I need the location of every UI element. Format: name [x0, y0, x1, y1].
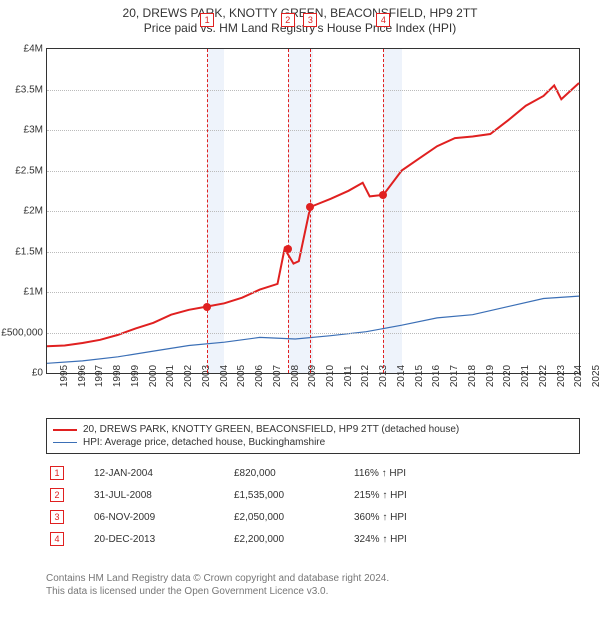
x-axis-label: 2001 [153, 365, 164, 387]
x-axis-label: 2019 [473, 365, 484, 387]
gridline-h [47, 171, 579, 172]
x-axis-label: 2012 [348, 365, 359, 387]
title-block: 20, DREWS PARK, KNOTTY GREEN, BEACONSFIE… [0, 0, 600, 36]
sales-table: 112-JAN-2004£820,000116% ↑ HPI231-JUL-20… [46, 462, 580, 550]
sales-row-date: 31-JUL-2008 [64, 490, 234, 501]
sales-row-pct: 324% ↑ HPI [354, 534, 514, 545]
sales-row-marker: 4 [50, 532, 64, 546]
legend-label: HPI: Average price, detached house, Buck… [83, 437, 325, 448]
y-axis-label: £500,000 [1, 327, 43, 338]
sale-marker-line [310, 49, 311, 373]
x-axis-label: 2006 [242, 365, 253, 387]
sales-row-pct: 360% ↑ HPI [354, 512, 514, 523]
sale-marker-line [207, 49, 208, 373]
sales-row-marker: 3 [50, 510, 64, 524]
x-axis-label: 2009 [295, 365, 306, 387]
chart-container: 20, DREWS PARK, KNOTTY GREEN, BEACONSFIE… [0, 0, 600, 620]
footer: Contains HM Land Registry data © Crown c… [46, 572, 580, 598]
title-line-2: Price paid vs. HM Land Registry's House … [0, 21, 600, 36]
sale-marker-dot [379, 191, 387, 199]
sales-row-pct: 215% ↑ HPI [354, 490, 514, 501]
x-axis-label: 2005 [224, 365, 235, 387]
sales-row: 231-JUL-2008£1,535,000215% ↑ HPI [46, 484, 580, 506]
sale-marker-box: 1 [200, 13, 214, 27]
x-axis-label: 2011 [331, 365, 342, 387]
x-axis-label: 2007 [260, 365, 271, 387]
x-axis-label: 2015 [402, 365, 413, 387]
sales-row: 112-JAN-2004£820,000116% ↑ HPI [46, 462, 580, 484]
sale-marker-dot [203, 303, 211, 311]
legend-swatch [53, 442, 77, 443]
y-axis-label: £3.5M [15, 84, 43, 95]
sale-marker-line [383, 49, 384, 373]
legend-swatch [53, 429, 77, 431]
sales-row-date: 20-DEC-2013 [64, 534, 234, 545]
sales-row-pct: 116% ↑ HPI [354, 468, 514, 479]
series-line-property [47, 83, 579, 346]
x-axis-label: 2022 [526, 365, 537, 387]
legend: 20, DREWS PARK, KNOTTY GREEN, BEACONSFIE… [46, 418, 580, 454]
sales-row: 306-NOV-2009£2,050,000360% ↑ HPI [46, 506, 580, 528]
series-line-hpi [47, 296, 579, 363]
x-axis-label: 1999 [118, 365, 129, 387]
title-line-1: 20, DREWS PARK, KNOTTY GREEN, BEACONSFIE… [0, 6, 600, 21]
x-axis-label: 1997 [82, 365, 93, 387]
sales-row-date: 12-JAN-2004 [64, 468, 234, 479]
sales-row: 420-DEC-2013£2,200,000324% ↑ HPI [46, 528, 580, 550]
gridline-h [47, 252, 579, 253]
x-axis-label: 2025 [579, 365, 590, 387]
chart-plot-area: £0£500,000£1M£1.5M£2M£2.5M£3M£3.5M£4M199… [46, 48, 580, 374]
sales-row-price: £2,050,000 [234, 512, 354, 523]
x-axis-label: 2020 [490, 365, 501, 387]
gridline-h [47, 90, 579, 91]
sales-row-price: £2,200,000 [234, 534, 354, 545]
x-axis-label: 1996 [65, 365, 76, 387]
gridline-h [47, 292, 579, 293]
x-axis-label: 2023 [544, 365, 555, 387]
sale-marker-box: 2 [281, 13, 295, 27]
x-axis-label: 2000 [136, 365, 147, 387]
x-axis-label: 2003 [189, 365, 200, 387]
y-axis-label: £1M [24, 287, 43, 298]
x-axis-label: 2017 [437, 365, 448, 387]
footer-line-1: Contains HM Land Registry data © Crown c… [46, 572, 580, 585]
sales-row-marker: 1 [50, 466, 64, 480]
legend-row: 20, DREWS PARK, KNOTTY GREEN, BEACONSFIE… [53, 423, 573, 436]
y-axis-label: £2M [24, 206, 43, 217]
y-axis-label: £1.5M [15, 246, 43, 257]
gridline-h [47, 333, 579, 334]
sale-marker-line [288, 49, 289, 373]
x-axis-label: 2018 [455, 365, 466, 387]
x-axis-label: 1998 [100, 365, 111, 387]
x-axis-label: 2002 [171, 365, 182, 387]
sale-marker-box: 3 [303, 13, 317, 27]
legend-label: 20, DREWS PARK, KNOTTY GREEN, BEACONSFIE… [83, 424, 459, 435]
x-axis-label: 2013 [366, 365, 377, 387]
sale-marker-box: 4 [376, 13, 390, 27]
footer-line-2: This data is licensed under the Open Gov… [46, 585, 580, 598]
y-axis-label: £3M [24, 125, 43, 136]
sales-row-price: £1,535,000 [234, 490, 354, 501]
y-axis-label: £0 [32, 368, 43, 379]
x-axis-label: 2014 [384, 365, 395, 387]
sales-row-price: £820,000 [234, 468, 354, 479]
sales-row-marker: 2 [50, 488, 64, 502]
x-axis-label: 1995 [47, 365, 58, 387]
gridline-h [47, 211, 579, 212]
gridline-h [47, 130, 579, 131]
sale-marker-dot [284, 245, 292, 253]
legend-row: HPI: Average price, detached house, Buck… [53, 436, 573, 449]
sale-marker-dot [306, 203, 314, 211]
x-axis-label: 2024 [561, 365, 572, 387]
x-axis-label: 2021 [508, 365, 519, 387]
x-axis-label: 2010 [313, 365, 324, 387]
y-axis-label: £2.5M [15, 165, 43, 176]
x-axis-label: 2004 [207, 365, 218, 387]
sales-row-date: 06-NOV-2009 [64, 512, 234, 523]
y-axis-label: £4M [24, 44, 43, 55]
x-axis-label: 2016 [419, 365, 430, 387]
